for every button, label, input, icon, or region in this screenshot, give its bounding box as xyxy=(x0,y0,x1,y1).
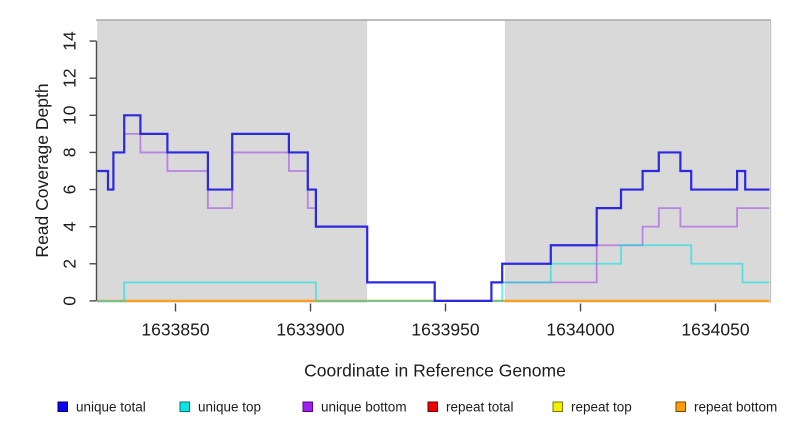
x-axis: 1633850 1633900 1633950 1634000 1634050 xyxy=(141,303,750,340)
series-unique-total xyxy=(97,114,770,302)
legend-swatch xyxy=(179,401,190,412)
legend: unique total unique top unique bottom repea… xyxy=(57,400,777,415)
legend-swatch xyxy=(302,401,313,412)
shaded-regions xyxy=(97,20,770,303)
legend-swatch xyxy=(57,401,68,412)
legend-label: repeat top xyxy=(571,400,632,415)
series-unique-bottom xyxy=(97,132,770,302)
y-axis: 0 2 4 6 8 10 12 14 xyxy=(60,31,98,306)
legend-label: repeat total xyxy=(446,400,514,415)
y-tick-label: 14 xyxy=(60,31,80,51)
y-tick-label: 2 xyxy=(60,259,80,269)
legend-swatch xyxy=(552,401,563,412)
y-tick-label: 0 xyxy=(60,296,80,306)
y-tick-label: 10 xyxy=(60,105,80,125)
y-axis-title: Read Coverage Depth xyxy=(32,83,52,257)
y-tick-label: 12 xyxy=(60,68,80,87)
legend-item-unique-total: unique total xyxy=(57,400,146,415)
y-tick-label: 4 xyxy=(60,222,80,232)
x-tick-label: 1634000 xyxy=(546,320,614,340)
shaded-region xyxy=(504,20,770,303)
y-tick-label: 6 xyxy=(60,185,80,195)
legend-item-unique-bottom: unique bottom xyxy=(302,400,407,415)
x-tick-label: 1633850 xyxy=(141,320,209,340)
series-lines xyxy=(97,114,770,302)
legend-swatch xyxy=(675,401,686,412)
legend-swatch xyxy=(427,401,438,412)
legend-item-repeat-bottom: repeat bottom xyxy=(675,400,777,415)
legend-label: unique top xyxy=(198,400,261,415)
legend-item-repeat-top: repeat top xyxy=(552,400,632,415)
y-tick-label: 8 xyxy=(60,148,80,158)
legend-label: unique total xyxy=(76,400,146,415)
plot-frame xyxy=(96,19,772,303)
x-axis-title: Coordinate in Reference Genome xyxy=(304,361,566,381)
legend-item-unique-top: unique top xyxy=(179,400,261,415)
x-tick-label: 1634050 xyxy=(681,320,749,340)
x-tick-label: 1633900 xyxy=(276,320,344,340)
x-tick-label: 1633950 xyxy=(411,320,479,340)
series-unique-top xyxy=(97,244,770,302)
legend-label: repeat bottom xyxy=(694,400,777,415)
legend-label: unique bottom xyxy=(321,400,407,415)
legend-item-repeat-total: repeat total xyxy=(427,400,514,415)
